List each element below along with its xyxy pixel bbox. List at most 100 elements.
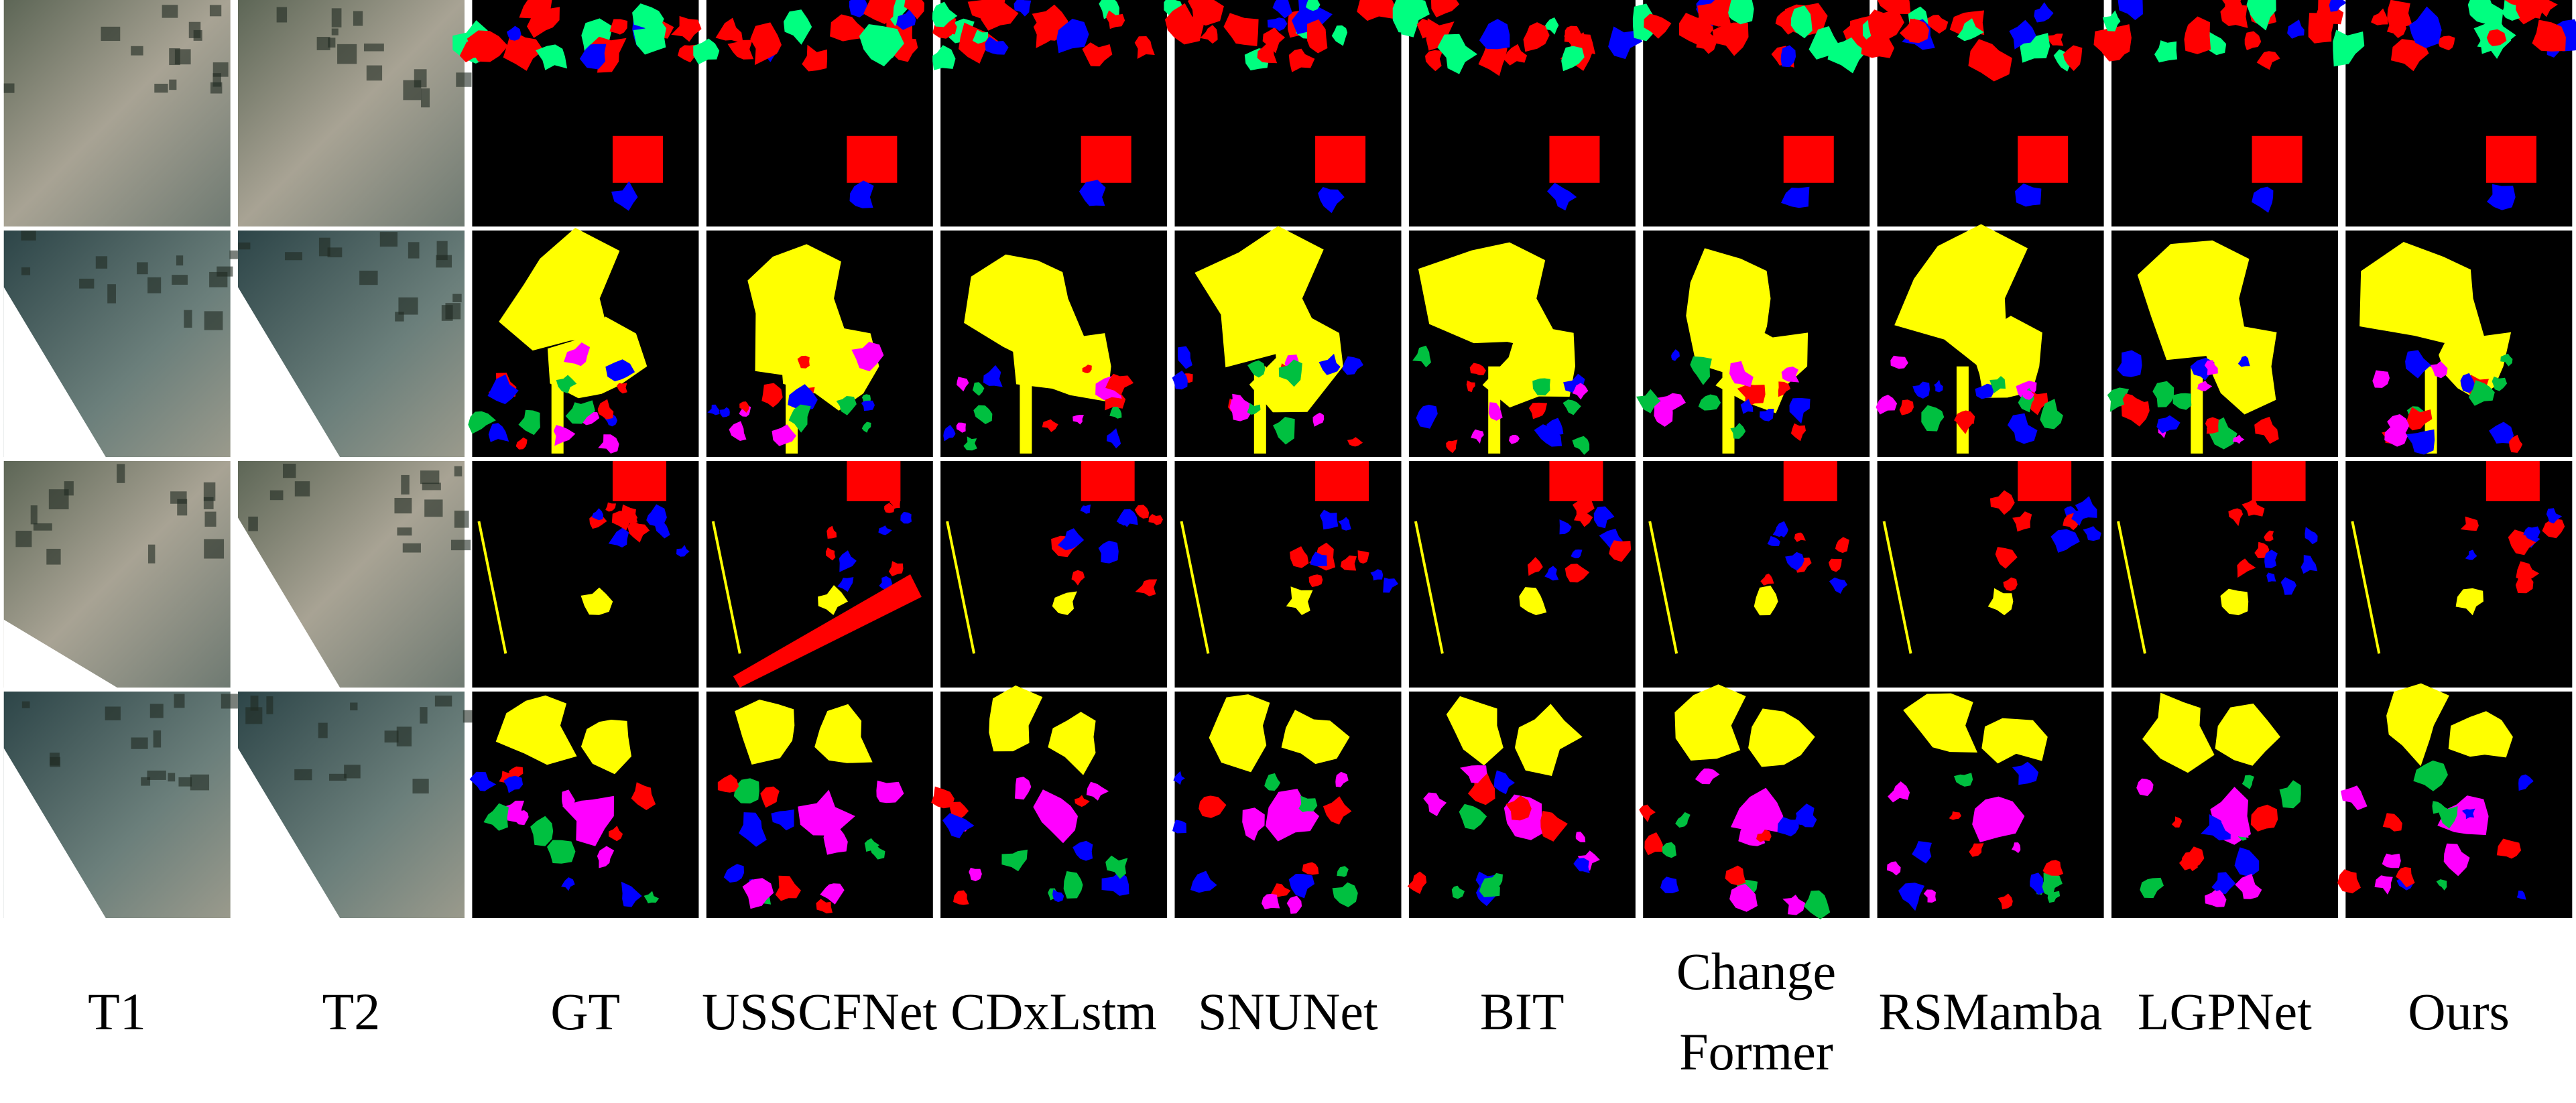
region — [1730, 423, 1746, 439]
panel — [2107, 231, 2338, 457]
region — [598, 434, 619, 454]
field — [420, 707, 428, 724]
region — [627, 521, 650, 543]
region — [788, 404, 811, 433]
region — [1549, 135, 1600, 183]
region — [1790, 5, 1813, 39]
region — [1437, 34, 1477, 74]
region — [2211, 874, 2229, 891]
region — [2436, 879, 2447, 891]
region — [1335, 771, 1349, 787]
column-label: LGPNet — [2137, 982, 2312, 1041]
field — [396, 726, 412, 747]
panel — [693, 0, 933, 226]
region — [556, 375, 577, 394]
field — [46, 548, 61, 565]
region — [2063, 513, 2079, 531]
panel — [2345, 231, 2573, 457]
region — [1164, 3, 1204, 45]
region — [1975, 383, 1994, 399]
region — [775, 875, 801, 901]
region — [884, 503, 895, 513]
region — [1829, 577, 1848, 594]
region — [2201, 814, 2231, 841]
column-label: USSCFNet — [702, 982, 938, 1041]
region — [932, 45, 956, 70]
region — [1867, 9, 1904, 42]
field — [178, 777, 192, 787]
region — [597, 399, 614, 419]
region — [761, 383, 783, 407]
region — [611, 181, 638, 211]
region — [2387, 414, 2410, 435]
region — [1312, 412, 1325, 427]
region — [2184, 16, 2211, 54]
region — [1001, 849, 1028, 872]
field — [147, 544, 156, 564]
panel — [3, 692, 239, 918]
edge — [1648, 521, 1678, 654]
region — [2460, 373, 2475, 393]
region — [2007, 413, 2038, 444]
region — [2022, 390, 2034, 400]
region — [888, 561, 904, 577]
region — [2382, 853, 2401, 868]
region — [816, 899, 833, 914]
region — [1562, 399, 1581, 415]
field — [149, 704, 164, 718]
region — [2359, 242, 2486, 343]
region — [1877, 0, 1911, 14]
region — [1451, 885, 1465, 899]
region — [467, 30, 508, 62]
edge — [946, 521, 976, 654]
region — [1899, 399, 1914, 415]
panel — [1639, 684, 1870, 919]
field — [269, 490, 284, 501]
region — [1173, 771, 1185, 785]
panel — [2111, 461, 2338, 688]
region — [1015, 777, 1032, 800]
region — [608, 527, 629, 547]
field — [21, 701, 30, 708]
region — [1981, 718, 2048, 764]
field — [184, 310, 192, 328]
region — [989, 685, 1043, 752]
region — [1272, 0, 1292, 19]
region — [2040, 399, 2063, 430]
region — [1506, 795, 1532, 821]
region — [1748, 708, 1815, 767]
region — [1781, 186, 1810, 208]
region — [2152, 381, 2174, 407]
region — [1729, 884, 1758, 912]
region — [715, 17, 743, 44]
region — [1912, 381, 1930, 399]
panel — [3, 461, 231, 688]
region — [2221, 814, 2249, 838]
region — [2232, 434, 2245, 444]
region — [580, 587, 613, 615]
edge — [711, 521, 741, 654]
column-label: Change Former — [1676, 942, 1837, 1081]
region — [1430, 0, 1460, 17]
region — [2018, 135, 2069, 183]
region — [1187, 0, 1224, 26]
region — [847, 461, 901, 501]
panel — [1172, 692, 1402, 918]
region — [771, 809, 794, 831]
region — [1056, 19, 1089, 54]
region — [2215, 703, 2280, 766]
region — [2254, 541, 2270, 558]
region — [1972, 796, 2025, 842]
region — [1987, 588, 2014, 616]
region — [864, 838, 879, 852]
region — [717, 774, 739, 793]
panel — [469, 692, 699, 918]
field — [436, 241, 448, 261]
field — [15, 531, 32, 547]
region — [1593, 506, 1615, 529]
panel — [2093, 0, 2347, 226]
panel — [2333, 0, 2576, 226]
region — [1264, 773, 1280, 791]
region — [1199, 795, 1227, 818]
field — [30, 505, 38, 525]
